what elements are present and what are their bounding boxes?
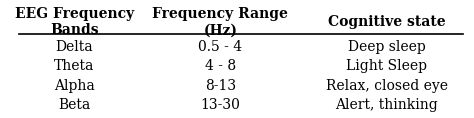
Text: 8-13: 8-13: [205, 78, 236, 93]
Text: Deep sleep: Deep sleep: [348, 40, 426, 55]
Text: Light Sleep: Light Sleep: [346, 59, 428, 74]
Text: Theta: Theta: [54, 59, 95, 74]
Text: Frequency Range
(Hz): Frequency Range (Hz): [152, 7, 288, 37]
Text: Cognitive state: Cognitive state: [328, 15, 446, 29]
Text: Delta: Delta: [55, 40, 93, 55]
Text: 4 - 8: 4 - 8: [205, 59, 236, 74]
Text: EEG Frequency
Bands: EEG Frequency Bands: [15, 7, 134, 37]
Text: 13-30: 13-30: [201, 97, 240, 112]
Text: Alpha: Alpha: [54, 78, 95, 93]
Text: Relax, closed eye: Relax, closed eye: [326, 78, 448, 93]
Text: Beta: Beta: [58, 97, 91, 112]
Text: Alert, thinking: Alert, thinking: [336, 97, 438, 112]
Text: 0.5 - 4: 0.5 - 4: [198, 40, 242, 55]
